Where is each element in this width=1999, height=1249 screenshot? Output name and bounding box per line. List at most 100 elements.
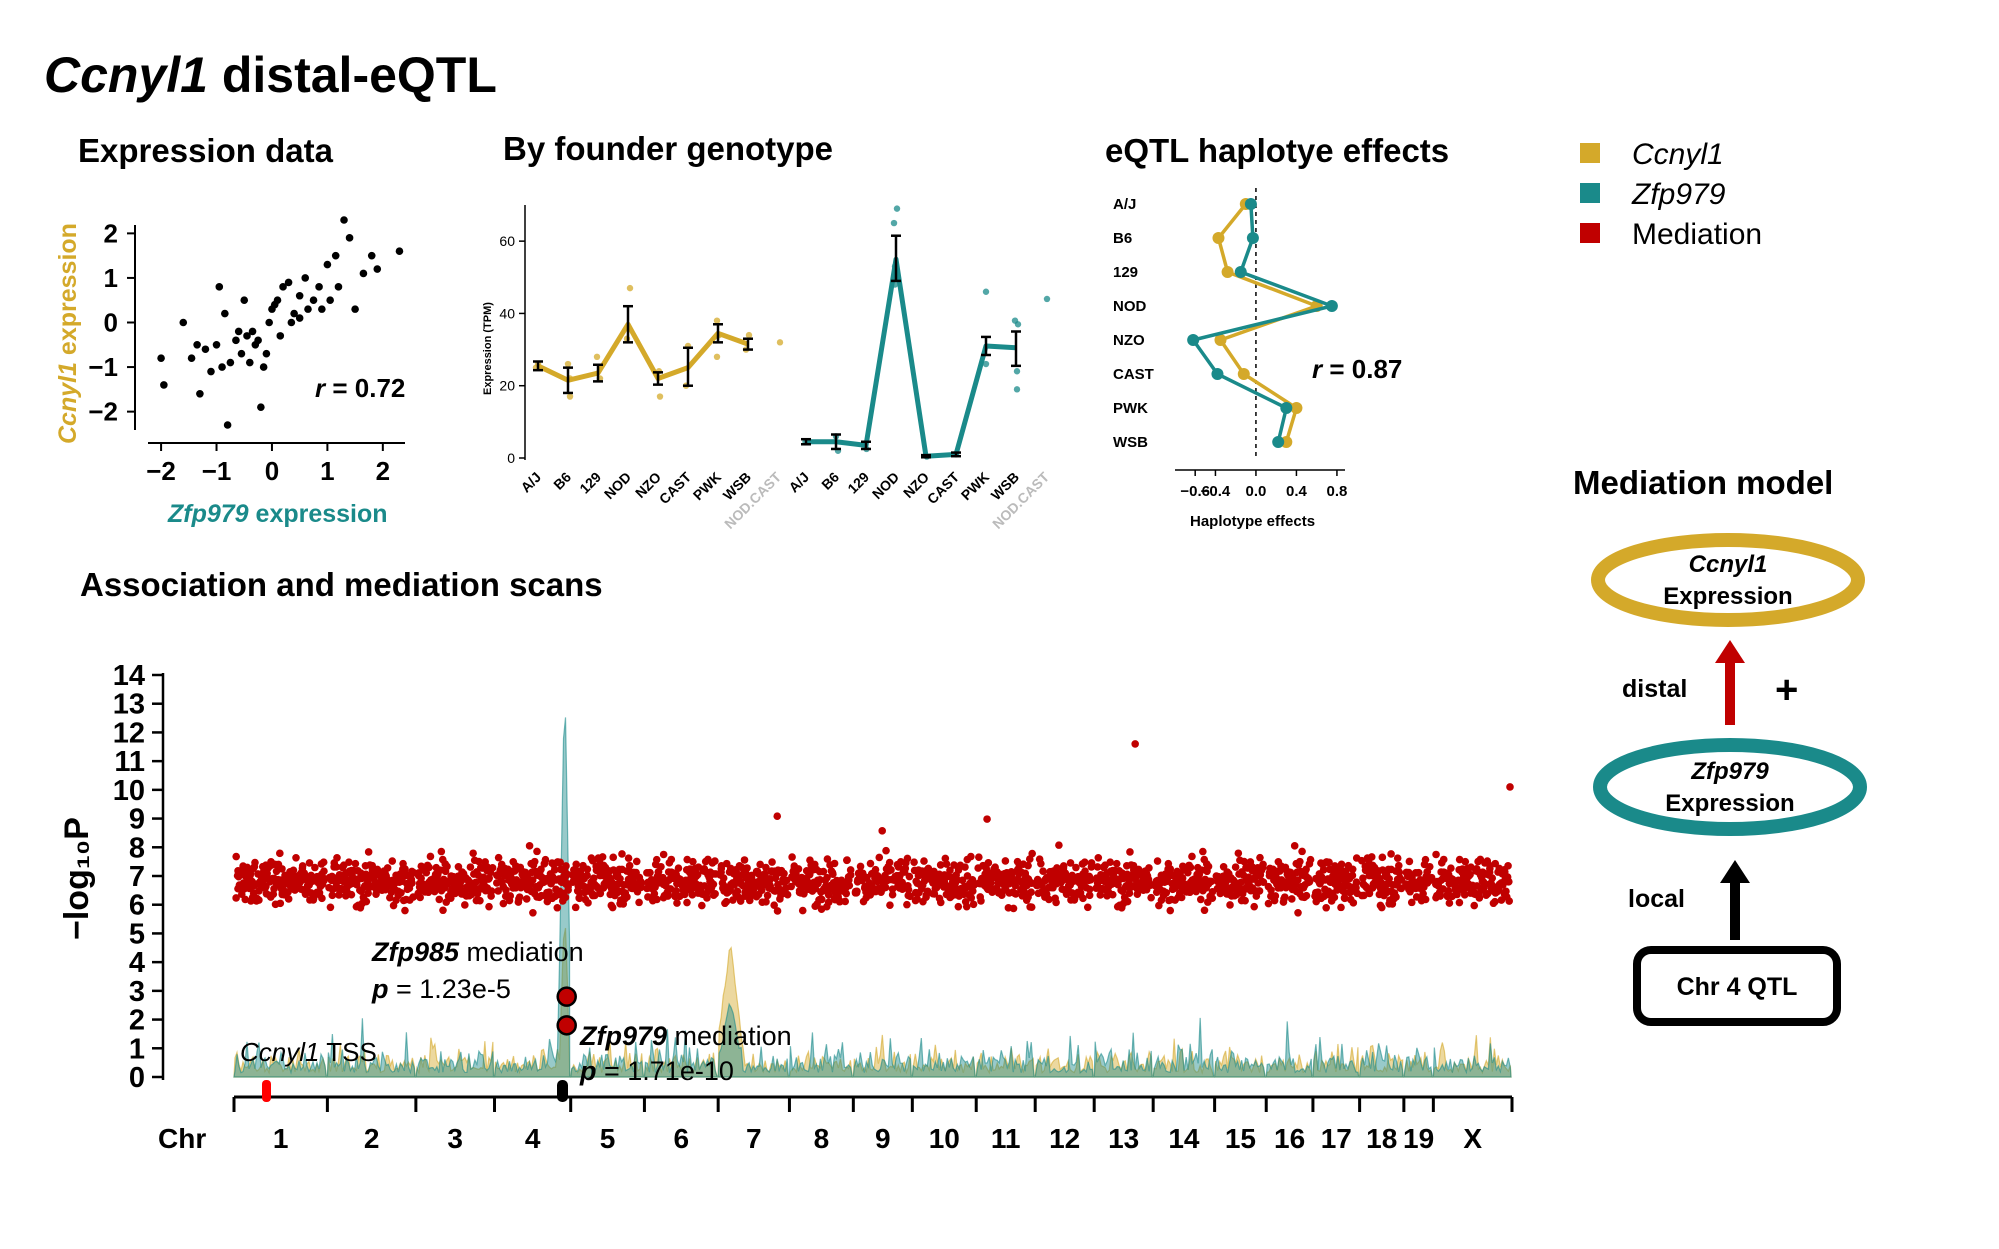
legend: Ccnyl1 Zfp979 Mediation [1580, 138, 1762, 251]
haplotype-category-label: B6 [1113, 230, 1132, 247]
founder-sample-point [893, 205, 901, 212]
scan-y-tick-label: 5 [129, 918, 145, 950]
mediation-point [1280, 893, 1289, 901]
mediation-point [1475, 894, 1484, 902]
mediation-point [770, 901, 778, 910]
mediation-point [1153, 857, 1162, 865]
mediation-point [817, 895, 826, 904]
lod-trace-segment [852, 1038, 912, 1078]
mediation-point [583, 865, 592, 874]
scatter-point [273, 296, 282, 305]
lod-trace-segment [1403, 1047, 1434, 1078]
mediation-point [745, 896, 754, 905]
legend-label-zfp979: Zfp979 [1631, 178, 1726, 211]
mediation-point [903, 854, 912, 863]
mediation-point [397, 888, 405, 897]
haplotype-x-tick-label: 0.4 [1286, 483, 1308, 500]
scatter-point [232, 336, 240, 345]
founder-sample-point [776, 339, 784, 346]
founder-y-ticks: 0 20 40 60 [499, 233, 525, 466]
scatter-point [287, 318, 296, 327]
mediation-point [936, 861, 945, 869]
scatter-point [351, 305, 359, 313]
scatter-point [257, 403, 265, 411]
mediation-point [1395, 868, 1404, 877]
mediation-point [756, 860, 764, 869]
mediation-point [1322, 903, 1330, 912]
mediation-point [962, 902, 971, 911]
mediation-point [903, 900, 911, 909]
mediation-point [982, 864, 991, 873]
mediation-point [659, 850, 668, 859]
mediation-point [401, 906, 409, 915]
lod-trace-segment [1034, 1035, 1094, 1078]
mediation-point [476, 896, 484, 905]
mediation-point [515, 893, 524, 901]
mediation-point [787, 882, 795, 891]
mediation-point [533, 847, 541, 856]
haplotype-point [1187, 334, 1200, 346]
mediation-point [571, 903, 580, 912]
founder-sample-point [593, 353, 601, 360]
mediation-point [904, 885, 913, 894]
mediation-point [780, 869, 788, 878]
mediation-point [901, 864, 909, 873]
mediation-point [1039, 867, 1047, 876]
mediation-point [494, 853, 503, 862]
mediation-point [1319, 866, 1328, 874]
mediation-point [1055, 841, 1063, 849]
scatter-point [276, 332, 285, 340]
mediation-point [251, 858, 259, 867]
mediation-point [1271, 892, 1280, 900]
scatter-point [265, 318, 273, 327]
mediation-point [968, 887, 977, 895]
mediation-point [1196, 895, 1205, 904]
haplotype-category-label: WSB [1113, 434, 1148, 451]
haplotype-x-tick-label: −0.4 [1201, 483, 1231, 500]
mediation-point [674, 864, 683, 873]
founder-category-label: NOD [601, 469, 634, 502]
scatter-point [301, 274, 310, 282]
distal-arrow-head [1715, 640, 1745, 663]
mediation-point [783, 890, 792, 899]
mediation-point [650, 889, 659, 898]
mediation-point [541, 855, 550, 864]
scan-y-tick-label: 8 [129, 832, 145, 864]
figure-title-rest: distal-eQTL [208, 47, 497, 103]
mediation-point [537, 865, 545, 874]
lod-trace-segment [643, 1029, 718, 1078]
ccnyl1-node-gene: Ccnyl1 [1689, 551, 1768, 578]
mediation-point [1505, 897, 1514, 905]
mediation-point [583, 871, 591, 880]
mediation-point [1081, 867, 1089, 875]
mediation-point [1066, 859, 1075, 867]
scatter-x-ticks: −2 −1 0 1 2 [146, 443, 390, 486]
mediation-point [1367, 853, 1376, 861]
mediation-point [954, 902, 963, 911]
scatter-point [248, 327, 257, 336]
mediation-point [362, 897, 371, 906]
chromosome-label: 9 [875, 1123, 891, 1154]
scatter-point [318, 305, 326, 313]
mediation-point [653, 895, 661, 904]
lod-trace-teal [233, 717, 1512, 1078]
mediation-point [1177, 893, 1186, 902]
lod-trace-segment [1152, 1038, 1215, 1078]
mediation-point [878, 827, 887, 835]
founder-category-label: A/J [785, 469, 812, 496]
scan-y-tick-label: 1 [129, 1033, 145, 1065]
mediation-point [485, 902, 493, 911]
mediation-point [1455, 898, 1464, 907]
zfp979-p-value: p = 1.71e-10 [579, 1056, 734, 1086]
mediation-point [335, 891, 343, 899]
mediation-point [309, 894, 318, 903]
mediation-point [383, 864, 392, 872]
mediation-point [1234, 849, 1243, 858]
haplotype-x-tick-label: −0.6 [1180, 483, 1210, 500]
scatter-point [334, 283, 343, 291]
ccnyl1-tss-label: Ccnyl1 TSS [240, 1037, 377, 1067]
haplotype-x-tick-label: 0.0 [1246, 483, 1267, 500]
mediation-point [773, 812, 782, 821]
mediation-point [762, 898, 770, 906]
zfp985-mediation-label: Zfp985 mediation [371, 937, 584, 967]
